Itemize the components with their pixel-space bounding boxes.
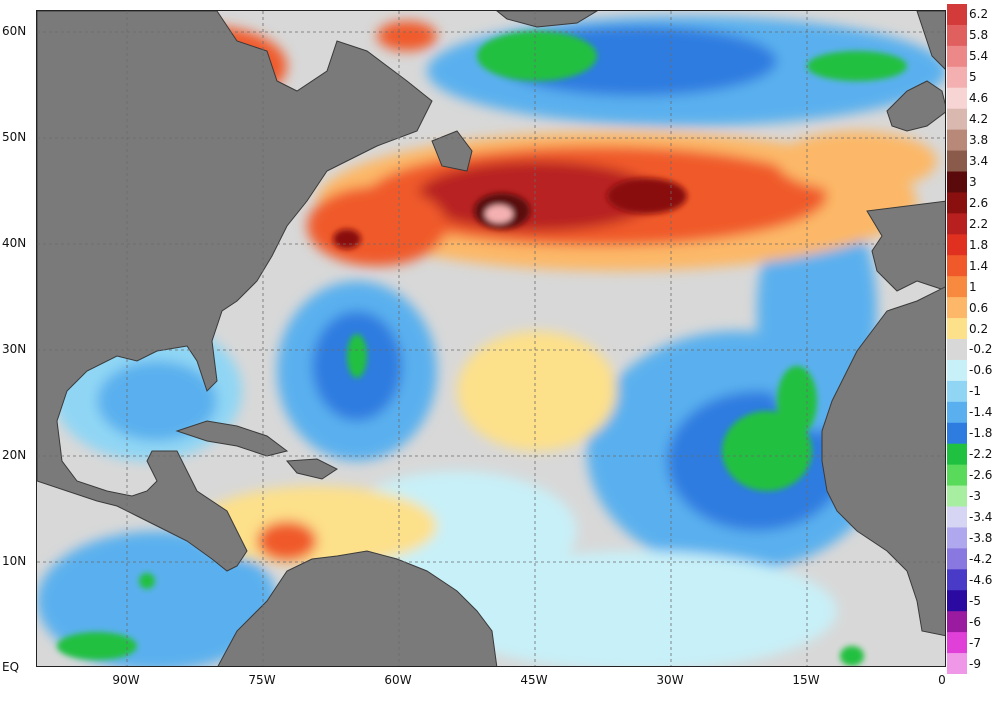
colorbar-swatch bbox=[947, 276, 967, 298]
cuba bbox=[175, 420, 289, 457]
colorbar-level-label: 4.6 bbox=[969, 91, 989, 106]
colorbar-swatch bbox=[947, 632, 967, 654]
colorbar-level-label: 3.8 bbox=[969, 133, 989, 148]
colorbar-swatch bbox=[947, 24, 967, 47]
lat-label-30n: 30N bbox=[2, 342, 27, 356]
colorbar-swatch bbox=[947, 318, 967, 340]
colorbar-swatch bbox=[947, 401, 967, 424]
colorbar-level-label: -4.2 bbox=[969, 551, 992, 566]
colorbar-level-label: 3 bbox=[969, 174, 977, 189]
anomaly-map bbox=[36, 10, 946, 667]
british-isles bbox=[886, 80, 945, 132]
colorbar-level-label: 5.8 bbox=[969, 28, 989, 43]
colorbar-swatch bbox=[947, 380, 967, 403]
lat-label-eq: EQ bbox=[2, 660, 20, 674]
colorbar-level-label: -2.6 bbox=[969, 468, 992, 483]
map-canvas bbox=[37, 11, 945, 666]
land bbox=[37, 11, 945, 666]
colorbar-level-label: -3.8 bbox=[969, 530, 992, 545]
colorbar-level-label: 3.4 bbox=[969, 154, 989, 169]
colorbar-level-label: 2.6 bbox=[969, 195, 989, 210]
colorbar-swatch bbox=[947, 422, 967, 445]
colorbar bbox=[947, 4, 967, 674]
colorbar-level-label: -1 bbox=[969, 384, 981, 399]
colorbar-swatch bbox=[947, 443, 967, 466]
lon-label-45w: 45W bbox=[520, 673, 548, 687]
colorbar-swatch bbox=[947, 66, 967, 89]
north-america bbox=[37, 11, 433, 572]
colorbar-swatch bbox=[947, 45, 967, 68]
colorbar-swatch bbox=[947, 171, 967, 193]
colorbar-swatch bbox=[947, 213, 967, 235]
colorbar-swatch bbox=[947, 192, 967, 214]
graticule bbox=[37, 11, 945, 666]
colorbar-swatch bbox=[947, 255, 967, 277]
colorbar-swatch bbox=[947, 590, 967, 612]
colorbar-level-label: 1.4 bbox=[969, 258, 989, 273]
lat-label-50n: 50N bbox=[2, 130, 27, 144]
colorbar-level-label: -4.6 bbox=[969, 572, 992, 587]
lat-label-20n: 20N bbox=[2, 448, 27, 462]
colorbar-level-label: -1.8 bbox=[969, 426, 992, 441]
colorbar-swatch bbox=[947, 4, 967, 26]
lon-label-15w: 15W bbox=[792, 673, 820, 687]
colorbar-level-label: -7 bbox=[969, 635, 981, 650]
colorbar-swatch bbox=[947, 87, 967, 110]
lon-label-90w: 90W bbox=[112, 673, 140, 687]
colorbar-level-label: 1.8 bbox=[969, 237, 989, 252]
colorbar-level-label: -3.4 bbox=[969, 509, 992, 524]
lon-label-60w: 60W bbox=[384, 673, 412, 687]
colorbar-level-label: -0.6 bbox=[969, 363, 992, 378]
lon-label-0: 0 bbox=[938, 673, 946, 687]
colorbar-level-label: 6.2 bbox=[969, 7, 989, 22]
colorbar-swatch bbox=[947, 506, 967, 528]
lat-label-60n: 60N bbox=[2, 24, 27, 38]
colorbar-level-label: -1.4 bbox=[969, 405, 992, 420]
colorbar-swatch bbox=[947, 485, 967, 507]
colorbar-swatch bbox=[947, 569, 967, 591]
lat-label-40n: 40N bbox=[2, 236, 27, 250]
colorbar-swatch bbox=[947, 129, 967, 152]
colorbar-level-label: 4.2 bbox=[969, 112, 989, 127]
colorbar-level-label: 5 bbox=[969, 70, 977, 85]
greenland bbox=[496, 11, 598, 28]
colorbar-level-label: 2.2 bbox=[969, 216, 989, 231]
colorbar-level-label: -5 bbox=[969, 593, 981, 608]
africa bbox=[821, 286, 945, 637]
colorbar-level-label: 0.2 bbox=[969, 321, 989, 336]
colorbar-level-label: 1 bbox=[969, 279, 977, 294]
colorbar-swatch bbox=[947, 108, 967, 131]
newfoundland bbox=[431, 130, 473, 172]
lon-label-75w: 75W bbox=[248, 673, 276, 687]
colorbar-swatch bbox=[947, 297, 967, 319]
lat-label-10n: 10N bbox=[2, 554, 27, 568]
colorbar-swatch bbox=[947, 234, 967, 256]
europe-iberia bbox=[866, 200, 945, 292]
scandinavia bbox=[916, 11, 945, 70]
anomaly-field bbox=[37, 16, 945, 666]
colorbar-level-label: 0.6 bbox=[969, 300, 989, 315]
colorbar-level-label: -9 bbox=[969, 656, 981, 671]
south-america bbox=[217, 550, 498, 666]
colorbar-swatch bbox=[947, 464, 967, 487]
colorbar-swatch bbox=[947, 359, 967, 382]
colorbar-level-label: -6 bbox=[969, 614, 981, 629]
colorbar-swatch bbox=[947, 527, 967, 549]
colorbar-swatch bbox=[947, 150, 967, 172]
colorbar-level-label: 5.4 bbox=[969, 49, 989, 64]
colorbar-swatch bbox=[947, 653, 967, 674]
hispaniola bbox=[285, 458, 338, 480]
lon-label-30w: 30W bbox=[656, 673, 684, 687]
colorbar-swatch bbox=[947, 339, 967, 361]
colorbar-level-label: -0.2 bbox=[969, 342, 992, 357]
colorbar-swatch bbox=[947, 611, 967, 633]
colorbar-level-label: -2.2 bbox=[969, 447, 992, 462]
colorbar-level-label: -3 bbox=[969, 489, 981, 504]
colorbar-swatch bbox=[947, 548, 967, 570]
